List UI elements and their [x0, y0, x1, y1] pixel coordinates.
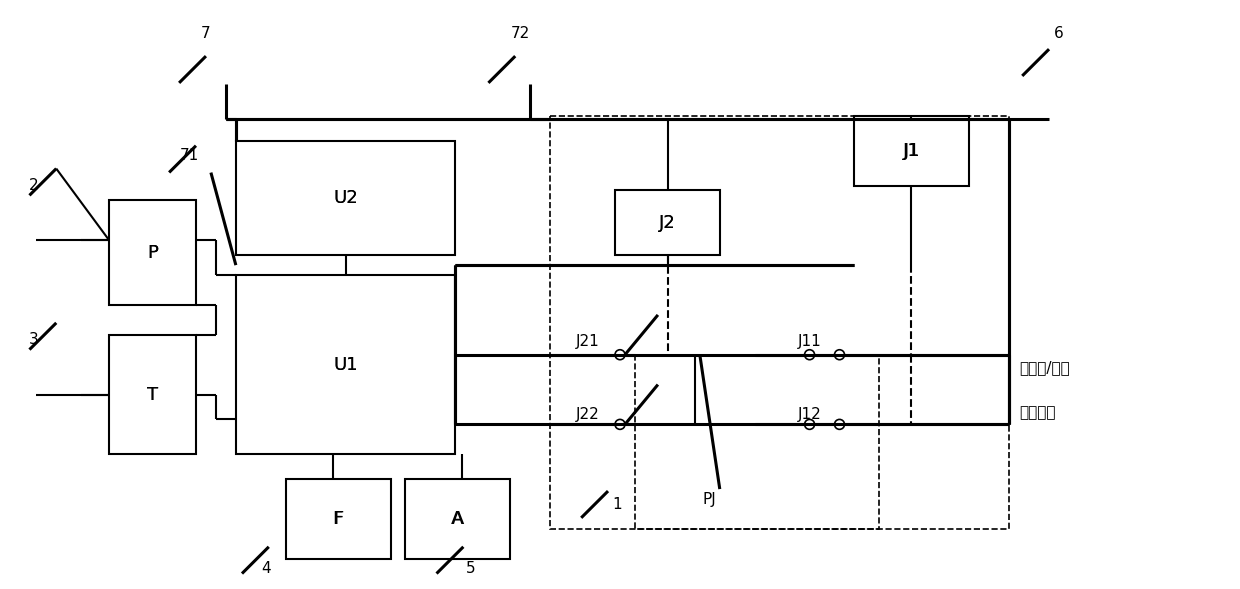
Text: PJ: PJ	[703, 492, 717, 507]
Text: P: P	[148, 244, 159, 262]
Text: 2: 2	[29, 178, 38, 193]
Text: T: T	[148, 386, 159, 403]
Bar	[551, 116, 1009, 529]
Text: J1: J1	[904, 142, 920, 160]
Text: U1: U1	[334, 356, 358, 373]
Text: F: F	[334, 510, 343, 528]
Text: T: T	[148, 386, 159, 403]
Text: 7: 7	[201, 26, 211, 41]
Text: U2: U2	[334, 189, 358, 207]
Text: J2: J2	[658, 214, 676, 232]
Bar	[109, 335, 196, 454]
Text: 控制回路: 控制回路	[1019, 405, 1055, 420]
Text: 6: 6	[1054, 26, 1064, 41]
Text: U1: U1	[334, 356, 358, 373]
Bar	[405, 479, 510, 559]
Text: 1: 1	[613, 497, 621, 511]
Text: 接报警/闭锁: 接报警/闭锁	[1019, 360, 1070, 375]
Bar	[236, 275, 455, 454]
Text: 72: 72	[511, 26, 529, 41]
Text: 4: 4	[260, 561, 270, 576]
Bar	[285, 479, 391, 559]
Text: U2: U2	[334, 190, 358, 207]
Text: J22: J22	[577, 407, 600, 422]
Text: J1: J1	[903, 142, 920, 160]
Text: P: P	[148, 244, 157, 262]
Bar	[615, 190, 719, 255]
Text: 5: 5	[465, 561, 475, 576]
Text: J12: J12	[797, 407, 821, 422]
Text: 71: 71	[180, 148, 198, 163]
Text: J11: J11	[797, 335, 821, 349]
Text: A: A	[451, 510, 464, 528]
Bar	[635, 355, 879, 529]
Bar	[854, 116, 970, 186]
Bar	[109, 200, 196, 305]
Text: A: A	[451, 510, 464, 528]
Bar	[236, 141, 455, 255]
Text: 3: 3	[29, 332, 38, 348]
Text: J2: J2	[658, 214, 676, 232]
Text: J21: J21	[577, 335, 600, 349]
Text: F: F	[332, 510, 342, 528]
